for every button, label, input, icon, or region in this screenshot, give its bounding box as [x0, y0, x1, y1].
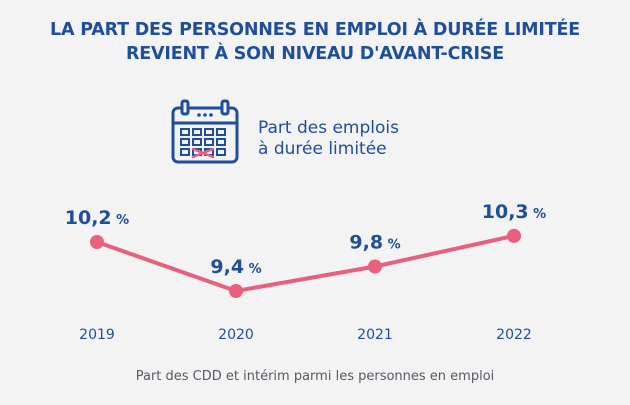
x-tick-label-2021: 2021	[357, 327, 393, 343]
data-point-2021	[368, 259, 382, 274]
data-label-value: 10,3	[482, 201, 529, 223]
chart-caption: Part des CDD et intérim parmi les person…	[135, 369, 495, 384]
data-label-unit: %	[529, 207, 547, 222]
chart-title-line-1: LA PART DES PERSONNES EN EMPLOI À DURÉE …	[50, 20, 580, 40]
data-label-value: 9,4	[210, 256, 244, 278]
legend-label-line-1: Part des emplois	[258, 118, 399, 138]
legend-label-line-2: à durée limitée	[258, 139, 387, 159]
data-label-2019: 10,2 %	[65, 207, 129, 229]
x-tick-label-2022: 2022	[496, 327, 532, 343]
data-label-2021: 9,8 %	[349, 232, 400, 254]
data-label-unit: %	[112, 213, 130, 228]
x-tick-label-2020: 2020	[218, 327, 254, 343]
data-point-2022	[507, 228, 521, 243]
data-point-2020	[229, 284, 243, 298]
data-label-value: 10,2	[65, 207, 112, 229]
data-label-value: 9,8	[349, 232, 383, 254]
series-line	[95, 233, 516, 293]
calendar-icon	[170, 99, 240, 165]
chart-title-line-2: REVIENT À SON NIVEAU D'AVANT-CRISE	[126, 44, 504, 64]
x-tick-label-2019: 2019	[79, 327, 115, 343]
data-point-2019	[90, 235, 104, 249]
chart-title: LA PART DES PERSONNES EN EMPLOI À DURÉE …	[0, 18, 630, 66]
legend-label: Part des emplois à durée limitée	[258, 118, 399, 160]
data-label-2022: 10,3 %	[482, 201, 546, 223]
data-label-unit: %	[383, 238, 401, 253]
data-label-unit: %	[244, 262, 262, 277]
data-label-2020: 9,4 %	[210, 256, 261, 278]
